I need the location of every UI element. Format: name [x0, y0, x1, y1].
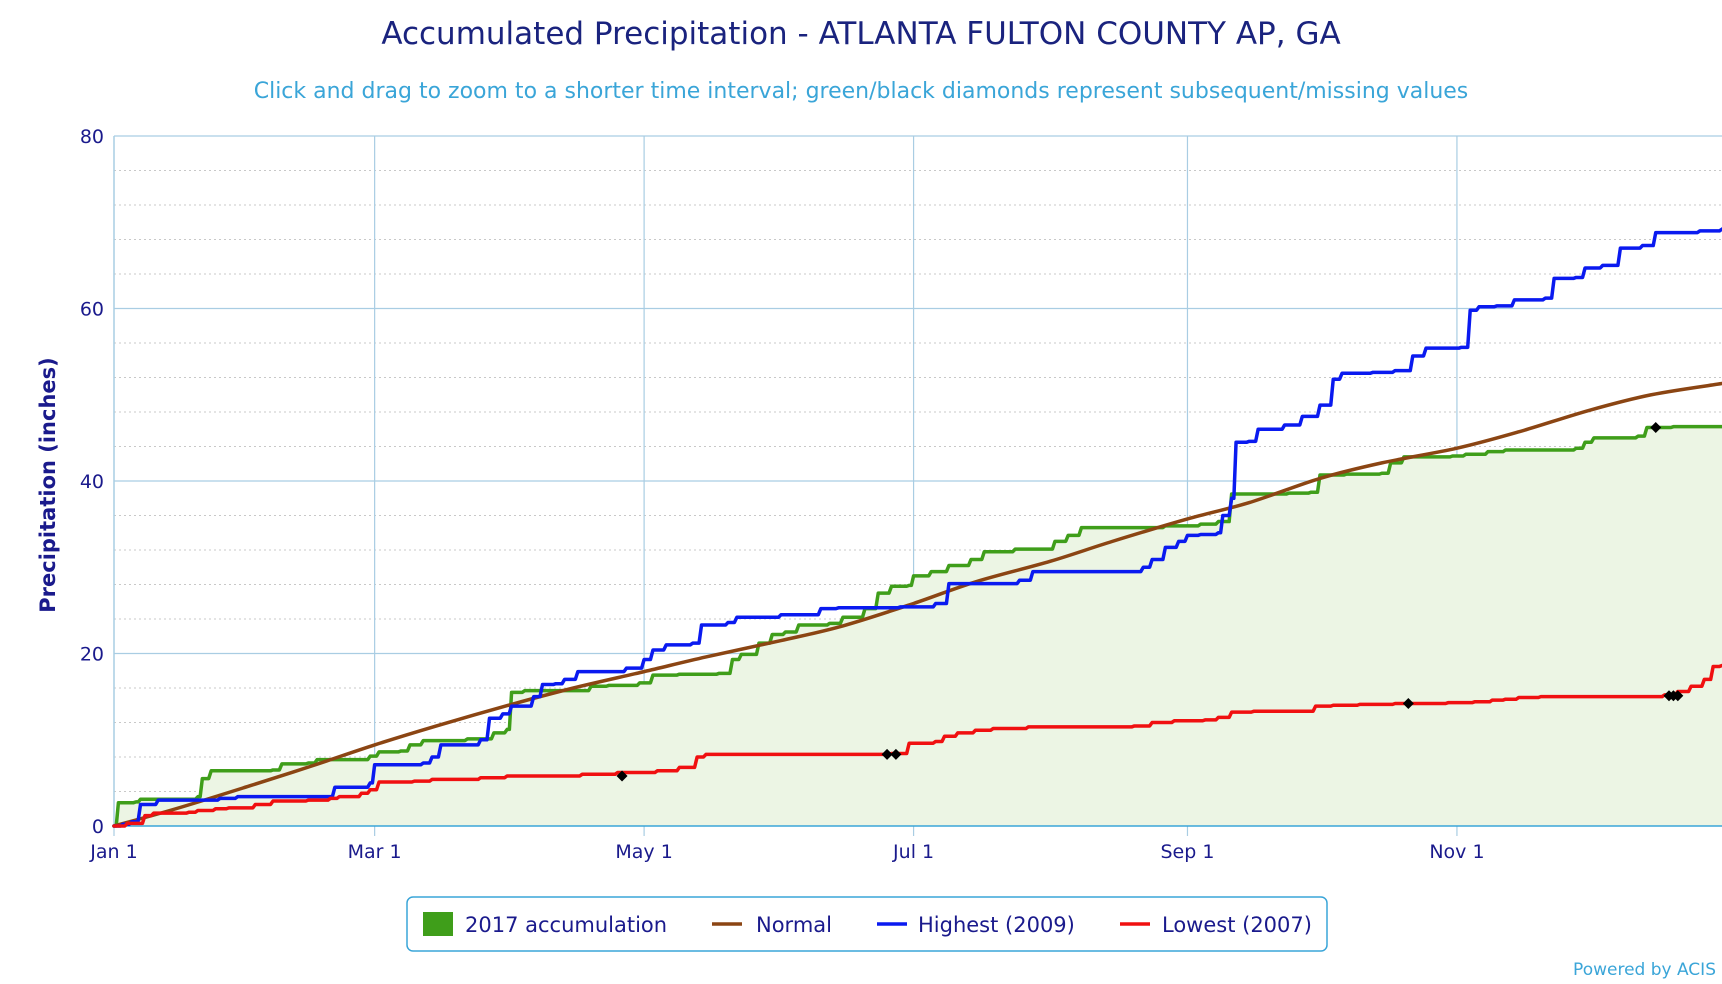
- legend-label-normal: Normal: [756, 913, 832, 937]
- x-tick-label: Jan 1: [89, 841, 137, 863]
- x-tick-label: May 1: [615, 841, 672, 863]
- legend-box: [406, 896, 1328, 952]
- missing-value-markers: [616, 422, 1684, 782]
- series-normal[interactable]: [112, 381, 1722, 828]
- series-lowest-2007[interactable]: [112, 663, 1722, 828]
- series-2017-accumulation-area: [114, 426, 1722, 826]
- chart-title: Accumulated Precipitation - ATLANTA FULT…: [381, 16, 1340, 52]
- credits-link[interactable]: Powered by ACIS: [1573, 960, 1716, 980]
- legend-label-2017: 2017 accumulation: [465, 913, 667, 937]
- legend-swatch-2017: [423, 912, 453, 936]
- legend-item-2017[interactable]: 2017 accumulation: [423, 912, 667, 937]
- missing-value-diamond: [890, 748, 902, 760]
- legend-label-lowest: Lowest (2007): [1162, 913, 1312, 937]
- missing-value-diamond: [1650, 422, 1662, 434]
- series-lines[interactable]: [112, 227, 1722, 828]
- series-highest-2009[interactable]: [112, 227, 1722, 828]
- x-tick-label: Jul 1: [892, 841, 934, 863]
- y-tick-label: 60: [80, 299, 104, 321]
- x-tick-label: Sep 1: [1160, 841, 1214, 863]
- x-tick-label: Mar 1: [348, 841, 402, 863]
- legend-item-normal[interactable]: Normal: [712, 913, 832, 937]
- y-tick-label: 80: [80, 126, 104, 148]
- legend-item-highest[interactable]: Highest (2009): [877, 913, 1075, 937]
- legend: 2017 accumulation Normal Highest (2009) …: [406, 896, 1328, 952]
- y-tick-label: 20: [80, 644, 104, 666]
- missing-value-diamond: [616, 770, 628, 782]
- legend-item-lowest[interactable]: Lowest (2007): [1120, 913, 1312, 937]
- y-tick-label: 0: [92, 816, 104, 838]
- missing-value-diamond: [881, 748, 893, 760]
- y-tick-label: 40: [80, 471, 104, 493]
- axes: [113, 136, 1722, 836]
- missing-value-diamond: [1672, 690, 1684, 702]
- area-layer: [114, 426, 1722, 826]
- series-2017-accumulation[interactable]: [112, 424, 1722, 828]
- tick-labels: 0 20 40 60 80 Jan 1 Mar 1 May 1 Jul 1 Sep 1 Nov 1: [80, 126, 1485, 863]
- x-tick-label: Nov 1: [1429, 841, 1484, 863]
- chart-subtitle: Click and drag to zoom to a shorter time…: [254, 79, 1469, 104]
- y-axis-label: Precipitation (inches): [36, 357, 60, 613]
- missing-value-diamond: [1402, 698, 1414, 710]
- legend-label-highest: Highest (2009): [918, 913, 1075, 937]
